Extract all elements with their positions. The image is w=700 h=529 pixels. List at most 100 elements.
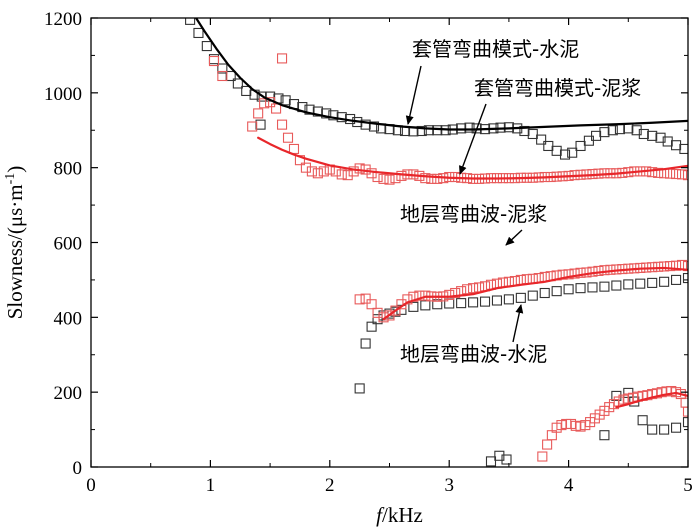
data-layer xyxy=(185,18,688,467)
data-point xyxy=(468,283,479,294)
data-point xyxy=(494,450,505,461)
data-point xyxy=(336,112,347,123)
series-2 xyxy=(354,272,688,394)
data-point xyxy=(665,261,676,272)
y-tick-label: 1200 xyxy=(44,9,82,30)
data-point xyxy=(432,173,443,184)
x-tick-label: 4 xyxy=(564,475,574,496)
data-point xyxy=(665,168,676,179)
data-point xyxy=(390,305,401,316)
data-point xyxy=(253,108,264,119)
y-axis-label-sup: -1 xyxy=(3,173,18,185)
data-point xyxy=(318,166,329,177)
data-point xyxy=(217,63,228,74)
x-tick-label: 5 xyxy=(683,475,693,496)
data-point xyxy=(282,132,294,143)
series-4 xyxy=(485,387,688,467)
annotation-arrow xyxy=(405,65,422,125)
data-point xyxy=(321,108,332,119)
annotation-label: 套管弯曲模式-水泥 xyxy=(412,37,579,61)
data-point xyxy=(662,136,673,147)
annotation-arrow xyxy=(512,304,524,343)
data-point xyxy=(420,300,431,311)
data-point xyxy=(354,383,365,394)
data-point xyxy=(539,287,550,299)
data-point xyxy=(680,397,688,408)
annotation-arrow xyxy=(505,229,523,246)
data-point xyxy=(304,104,315,115)
data-point xyxy=(537,451,548,462)
annotation-label: 地层弯曲波-泥浆 xyxy=(400,202,547,226)
data-point xyxy=(342,170,353,181)
data-point xyxy=(637,415,648,426)
data-point xyxy=(575,267,586,278)
data-point xyxy=(468,297,479,308)
data-point xyxy=(638,128,649,140)
data-point xyxy=(396,170,407,181)
y-tick-label: 0 xyxy=(73,458,83,479)
data-point xyxy=(659,261,670,272)
data-point xyxy=(306,166,317,177)
data-point xyxy=(432,299,443,310)
series-line-2 xyxy=(382,266,688,321)
x-tick-label: 2 xyxy=(325,475,335,496)
data-point xyxy=(354,163,365,174)
x-axis-label: f/kHz xyxy=(376,503,423,527)
data-point xyxy=(682,272,688,284)
data-point xyxy=(414,290,425,301)
axis-layer: 0 1 2 3 4 5 0 200 400 600 800 1000 1200 f/kHz Slowness… xyxy=(3,9,693,527)
data-point xyxy=(599,127,610,138)
data-point xyxy=(599,430,610,441)
data-point xyxy=(360,293,371,304)
data-point xyxy=(569,268,580,279)
x-tick-label: 3 xyxy=(444,475,454,496)
data-point xyxy=(682,261,688,272)
data-point xyxy=(503,294,514,305)
y-axis-label-main: Slowness/(μs·m xyxy=(3,184,27,319)
data-point xyxy=(420,290,431,301)
data-point xyxy=(193,27,204,39)
data-point xyxy=(611,280,622,291)
data-point xyxy=(551,286,562,297)
data-point xyxy=(456,298,467,309)
data-point xyxy=(225,70,236,82)
data-point xyxy=(402,294,413,305)
x-axis-label-unit: /kHz xyxy=(382,503,423,527)
data-point xyxy=(536,134,547,145)
data-point xyxy=(217,70,228,82)
data-point xyxy=(372,314,383,325)
data-point xyxy=(559,149,571,160)
y-axis-label: Slowness/(μs·m-1) xyxy=(3,166,27,320)
y-axis-label-close: ) xyxy=(3,166,27,173)
series-line-0 xyxy=(194,18,688,131)
annotation-label: 套管弯曲模式-泥浆 xyxy=(474,76,641,100)
series-line-3 xyxy=(615,391,688,409)
data-point xyxy=(348,166,359,177)
data-point xyxy=(563,269,574,280)
data-point xyxy=(591,130,602,141)
y-tick-label: 400 xyxy=(54,308,83,329)
data-point xyxy=(682,170,688,181)
data-point xyxy=(271,103,282,114)
data-point xyxy=(527,128,538,140)
x-tick-label: 1 xyxy=(206,475,216,496)
data-point xyxy=(575,283,586,294)
data-point xyxy=(671,168,682,180)
data-point xyxy=(336,169,347,180)
data-point xyxy=(599,281,610,292)
data-point xyxy=(575,140,586,152)
series-line-1 xyxy=(257,136,688,180)
data-point xyxy=(593,265,604,276)
data-point xyxy=(366,168,377,179)
data-point xyxy=(682,406,688,417)
series-5 xyxy=(537,385,688,462)
data-point xyxy=(501,454,512,465)
annotation-label: 地层弯曲波-水泥 xyxy=(400,342,547,366)
data-point xyxy=(328,110,339,121)
data-point xyxy=(420,173,431,184)
data-point xyxy=(450,287,461,299)
data-point xyxy=(366,299,377,310)
data-point xyxy=(256,91,267,102)
data-point xyxy=(485,456,497,467)
data-point xyxy=(232,78,243,89)
